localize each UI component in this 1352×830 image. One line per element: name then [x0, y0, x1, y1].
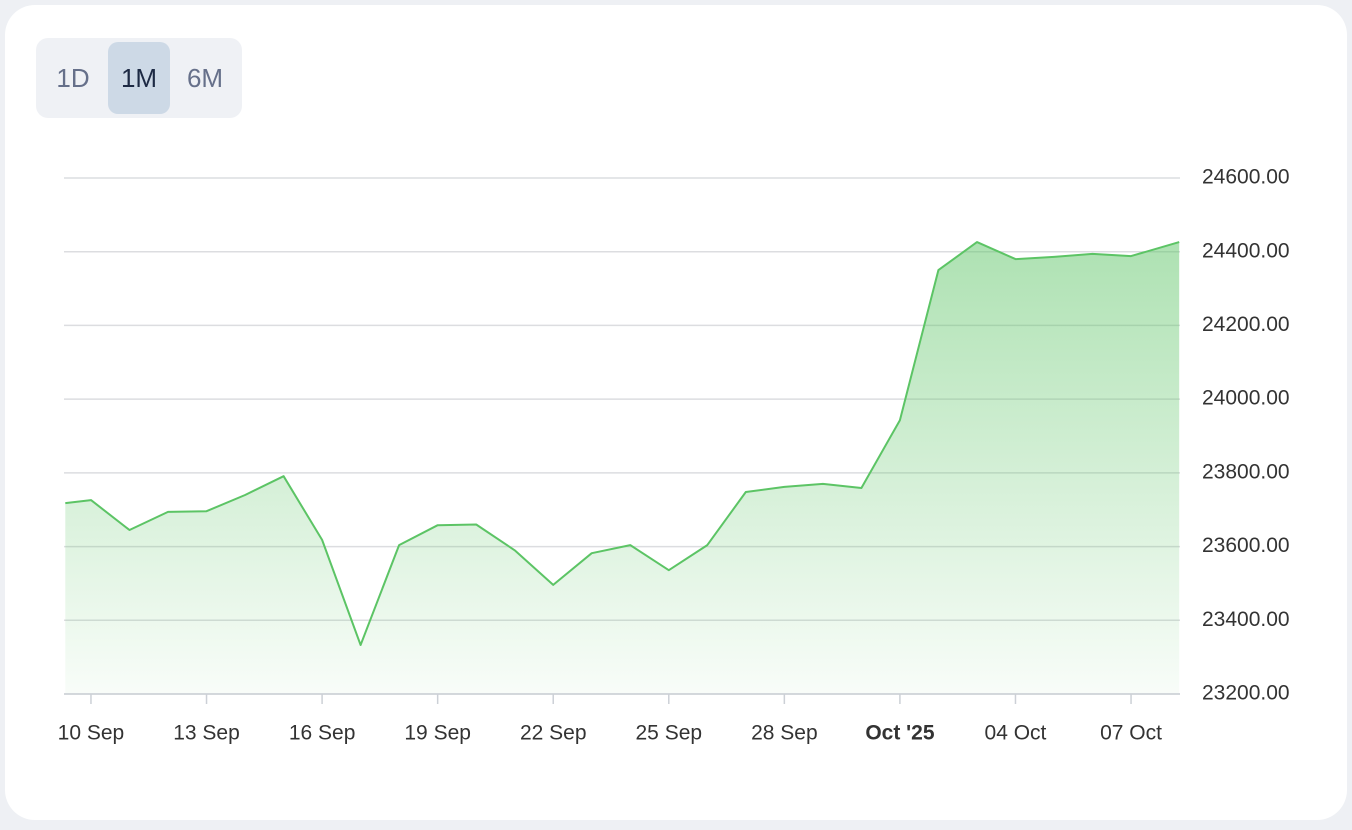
x-tick-label: 28 Sep [751, 722, 818, 745]
x-tick-label: 07 Oct [1100, 722, 1162, 745]
x-tick-label: 19 Sep [404, 722, 471, 745]
x-tick-label: 25 Sep [636, 722, 703, 745]
y-tick-label: 23200.00 [1202, 682, 1290, 705]
x-tick-label: Oct '25 [865, 722, 935, 745]
range-button[interactable]: 1D [56, 62, 90, 93]
x-tick-label: 10 Sep [58, 722, 125, 745]
y-tick-label: 23600.00 [1202, 534, 1290, 557]
price-line [65, 241, 1180, 646]
x-tick-label: 04 Oct [985, 722, 1047, 745]
range-selector: 1D 1M 6M [36, 38, 242, 118]
y-tick-label: 24600.00 [1202, 166, 1290, 189]
range-button[interactable]: 6M [186, 62, 224, 93]
y-tick-label: 23800.00 [1202, 460, 1290, 483]
x-tick-label: 13 Sep [173, 722, 240, 745]
x-tick-label: 22 Sep [520, 722, 587, 745]
range-button[interactable]: 1M [108, 42, 170, 114]
x-axis: 10 Sep 13 Sep 16 Sep 19 Sep 22 Sep 25 Sep 28 S… [58, 694, 1162, 745]
y-tick-label: 23400.00 [1202, 608, 1290, 631]
y-tick-label: 24000.00 [1202, 387, 1290, 410]
x-tick-label: 16 Sep [289, 722, 356, 745]
y-tick-label: 24200.00 [1202, 313, 1290, 336]
area-fill [65, 242, 1180, 694]
y-tick-label: 24400.00 [1202, 239, 1290, 262]
